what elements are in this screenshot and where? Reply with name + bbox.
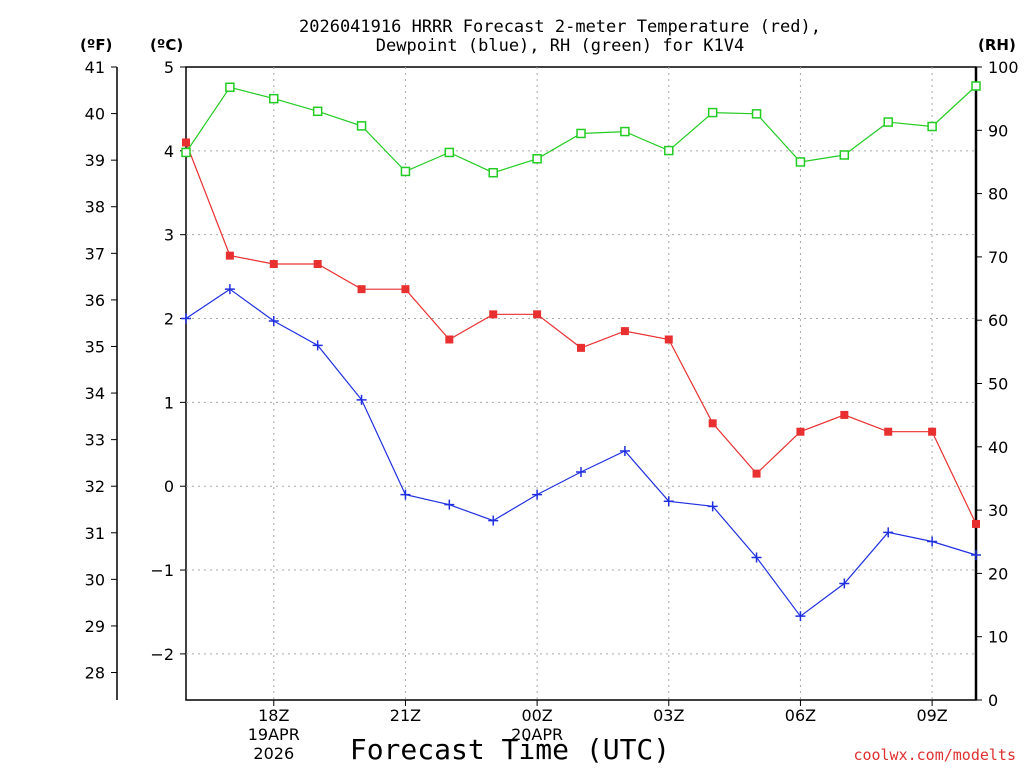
temperature-point [884,428,892,436]
dewpoint-point [400,490,410,500]
plot-frame [186,67,976,700]
rh-tick-label: 70 [988,248,1008,267]
rh-point [445,148,453,156]
rh-point [314,107,322,115]
rh-tick-label: 10 [988,628,1008,647]
temperature-point [270,260,278,268]
dewpoint-point [488,516,498,526]
rh-tick-label: 90 [988,121,1008,140]
fahrenheit-tick-label: 34 [85,384,105,403]
rh-tick-label: 40 [988,438,1008,457]
source-credit: coolwx.com/modelts [853,746,1016,764]
rh-tick-label: 20 [988,564,1008,583]
temperature-point [753,470,761,478]
fahrenheit-tick-label: 35 [85,337,105,356]
rh-tick-label: 30 [988,501,1008,520]
dewpoint-point [225,284,235,294]
fahrenheit-tick-label: 30 [85,570,105,589]
x-tick-label: 18Z [258,706,289,725]
fahrenheit-tick-label: 32 [85,477,105,496]
rh-tick-label: 100 [988,58,1019,77]
rh-point [182,148,190,156]
fahrenheit-tick-label: 40 [85,105,105,124]
fahrenheit-tick-label: 39 [85,151,105,170]
celsius-tick-label: −2 [150,645,174,664]
celsius-tick-label: 0 [164,477,174,496]
x-axis-title: Forecast Time (UTC) [300,733,720,766]
celsius-tick-label: −1 [150,561,174,580]
temperature-point [796,428,804,436]
dewpoint-point [444,500,454,510]
dewpoint-point [576,467,586,477]
rh-point [928,123,936,131]
celsius-tick-label: 3 [164,226,174,245]
fahrenheit-tick-label: 29 [85,617,105,636]
celsius-tick-label: 5 [164,58,174,77]
rh-point [533,155,541,163]
dewpoint-point [927,537,937,547]
fahrenheit-tick-label: 31 [85,524,105,543]
fahrenheit-tick-label: 41 [85,58,105,77]
rh-point [665,147,673,155]
temperature-point [533,310,541,318]
rh-point [753,110,761,118]
dewpoint-point [971,550,981,560]
rh-tick-label: 50 [988,375,1008,394]
rh-point [270,95,278,103]
temperature-point [928,428,936,436]
dewpoint-point [269,316,279,326]
x-tick-year: 2026 [253,744,294,763]
fahrenheit-tick-label: 37 [85,244,105,263]
meteogram-chart: 543210−1−2414039383736353433323130292801… [0,0,1024,768]
temperature-point [840,411,848,419]
x-tick-label: 09Z [916,706,947,725]
temperature-point [358,285,366,293]
rh-point [709,109,717,117]
rh-point [401,167,409,175]
rh-point [796,158,804,166]
celsius-tick-label: 1 [164,393,174,412]
temperature-point [182,138,190,146]
x-tick-date: 19APR [248,725,300,744]
dewpoint-point [181,314,191,324]
series-line-temperature [186,143,976,524]
temperature-point [445,335,453,343]
temperature-point [226,252,234,260]
rh-point [972,82,980,90]
temperature-point [489,310,497,318]
x-tick-label: 00Z [521,706,552,725]
temperature-point [314,260,322,268]
x-tick-label: 06Z [785,706,816,725]
x-tick-label: 21Z [390,706,421,725]
temperature-point [621,327,629,335]
fahrenheit-tick-label: 28 [85,664,105,683]
temperature-point [665,335,673,343]
fahrenheit-tick-label: 36 [85,291,105,310]
rh-point [840,151,848,159]
rh-point [489,169,497,177]
rh-tick-label: 0 [988,691,998,710]
fahrenheit-tick-label: 38 [85,198,105,217]
rh-tick-label: 60 [988,311,1008,330]
dewpoint-point [532,490,542,500]
temperature-point [709,419,717,427]
temperature-point [577,344,585,352]
rh-point [358,122,366,130]
dewpoint-point [795,611,805,621]
rh-point [577,129,585,137]
rh-point [226,83,234,91]
rh-point [621,128,629,136]
x-tick-label: 03Z [653,706,684,725]
series-line-dewpoint [186,289,976,616]
temperature-point [401,285,409,293]
celsius-tick-label: 2 [164,310,174,329]
celsius-tick-label: 4 [164,142,174,161]
temperature-point [972,520,980,528]
rh-tick-label: 80 [988,185,1008,204]
rh-point [884,118,892,126]
fahrenheit-tick-label: 33 [85,431,105,450]
